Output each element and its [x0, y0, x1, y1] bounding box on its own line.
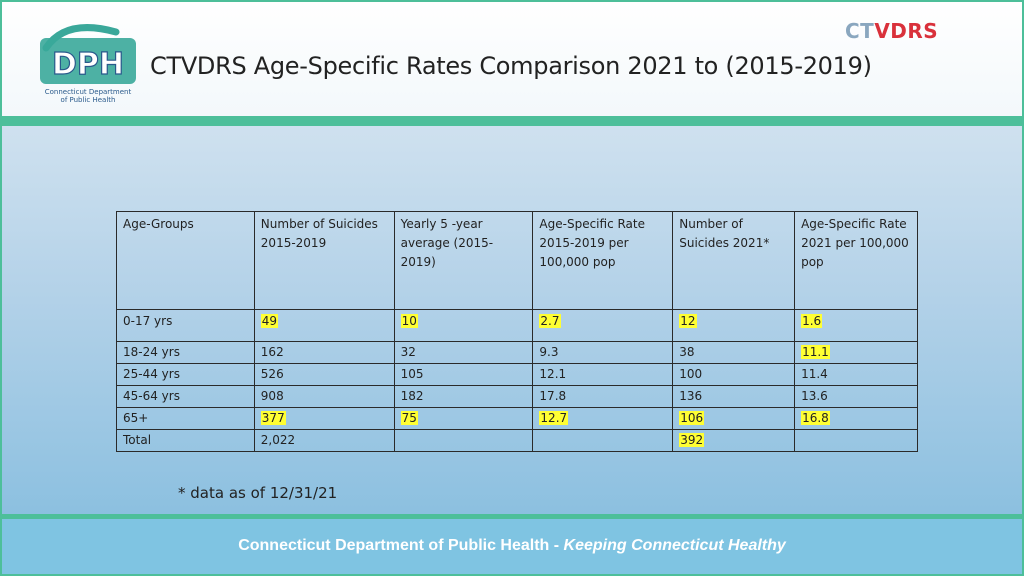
header-cell: Age-Specific Rate 2021 per 100,000 pop [794, 211, 918, 310]
slide-footer: Connecticut Department of Public Health … [2, 519, 1022, 574]
table-cell [532, 429, 674, 452]
table-cell: 16.8 [794, 407, 918, 430]
table-cell [393, 429, 534, 452]
table-cell: 18-24 yrs [116, 341, 255, 364]
header-cell: Age-Specific Rate 2015-2019 per 100,000 … [532, 211, 674, 310]
table-row: 65+ 377 75 12.7 106 16.8 [116, 407, 918, 430]
footer-divider [2, 514, 1022, 519]
page-title: CTVDRS Age-Specific Rates Comparison 202… [150, 52, 872, 80]
table-cell: 13.6 [794, 385, 918, 408]
ctvdrs-logo: CTVDRS [845, 19, 938, 43]
footer-tagline: Keeping Connecticut Healthy [563, 537, 786, 554]
table-cell: 11.1 [794, 341, 918, 364]
dph-logo: DPH Connecticut Department of Public Hea… [40, 24, 136, 104]
table-cell: 12 [672, 309, 796, 342]
table-cell: 2.7 [532, 309, 674, 342]
table-cell: 908 [253, 385, 395, 408]
table-cell: 11.4 [794, 363, 918, 386]
ctvdrs-logo-ct: CT [845, 19, 875, 43]
footer-separator: - [549, 537, 564, 554]
table-row: 25-44 yrs 526 105 12.1 100 11.4 [116, 363, 918, 386]
ctvdrs-logo-vdrs: VDRS [874, 19, 939, 43]
table-cell [794, 429, 918, 452]
table-cell: 105 [393, 363, 534, 386]
table-cell: 162 [253, 341, 395, 364]
footnote: * data as of 12/31/21 [178, 484, 338, 502]
table-cell: 1.6 [794, 309, 918, 342]
header-cell: Yearly 5 -year average (2015-2019) [393, 211, 534, 310]
table-cell: 12.1 [532, 363, 674, 386]
table-row: Total 2,022 392 [116, 429, 918, 452]
table-cell: 136 [672, 385, 796, 408]
table-cell: 182 [393, 385, 534, 408]
rates-table: Age-Groups Number of Suicides 2015-2019 … [116, 211, 918, 452]
table-cell: 100 [672, 363, 796, 386]
footer-text: Connecticut Department of Public Health … [2, 537, 1022, 555]
table-cell: 65+ [116, 407, 255, 430]
table-row: 45-64 yrs 908 182 17.8 136 13.6 [116, 385, 918, 408]
table-row: 18-24 yrs 162 32 9.3 38 11.1 [116, 341, 918, 364]
logo-caption-line1: Connecticut Department [45, 88, 132, 96]
table-cell: 25-44 yrs [116, 363, 255, 386]
logo-letters: DPH [52, 47, 124, 82]
header-cell: Age-Groups [116, 211, 255, 310]
table-cell: 0-17 yrs [116, 309, 255, 342]
table-row: 0-17 yrs 49 10 2.7 12 1.6 [116, 309, 918, 342]
table-cell: 49 [253, 309, 395, 342]
table-cell: 75 [393, 407, 534, 430]
table-cell: 17.8 [532, 385, 674, 408]
table-cell: 32 [393, 341, 534, 364]
table-cell: Total [116, 429, 255, 452]
table-cell: 10 [393, 309, 534, 342]
header-cell: Number of Suicides 2015-2019 [253, 211, 395, 310]
table-cell: 9.3 [532, 341, 674, 364]
table-cell: 12.7 [532, 407, 674, 430]
footer-org: Connecticut Department of Public Health [238, 537, 550, 554]
table-cell: 2,022 [253, 429, 395, 452]
table-cell: 377 [253, 407, 395, 430]
header-cell: Number of Suicides 2021* [672, 211, 796, 310]
table-cell: 526 [253, 363, 395, 386]
table-header-row: Age-Groups Number of Suicides 2015-2019 … [116, 211, 918, 310]
header-divider [2, 116, 1022, 126]
table-cell: 38 [672, 341, 796, 364]
table-cell: 106 [672, 407, 796, 430]
table-cell: 392 [672, 429, 796, 452]
table-cell: 45-64 yrs [116, 385, 255, 408]
slide-header: DPH Connecticut Department of Public Hea… [2, 2, 1022, 116]
logo-caption-line2: of Public Health [61, 96, 116, 104]
